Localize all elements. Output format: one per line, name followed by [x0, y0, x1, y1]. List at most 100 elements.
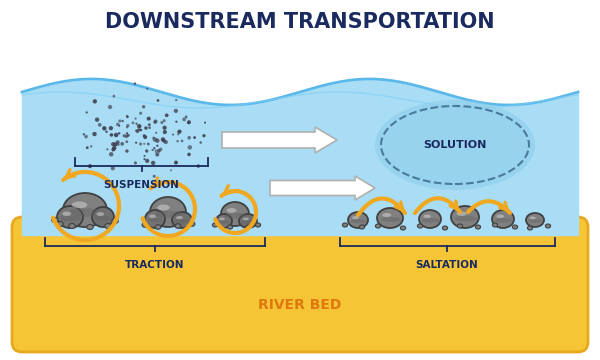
- Ellipse shape: [102, 126, 106, 131]
- Ellipse shape: [106, 148, 109, 150]
- Ellipse shape: [92, 99, 97, 104]
- Ellipse shape: [382, 213, 391, 217]
- Ellipse shape: [139, 112, 142, 115]
- Ellipse shape: [125, 135, 128, 138]
- Ellipse shape: [176, 216, 183, 219]
- Ellipse shape: [152, 137, 155, 139]
- Ellipse shape: [148, 123, 151, 126]
- Ellipse shape: [178, 130, 182, 134]
- Ellipse shape: [212, 223, 218, 227]
- Ellipse shape: [170, 169, 172, 171]
- Ellipse shape: [63, 193, 107, 227]
- Ellipse shape: [143, 155, 146, 157]
- Ellipse shape: [242, 217, 249, 220]
- Ellipse shape: [163, 126, 167, 130]
- Ellipse shape: [202, 134, 206, 137]
- Ellipse shape: [152, 175, 156, 178]
- Ellipse shape: [155, 151, 157, 153]
- Ellipse shape: [134, 161, 137, 165]
- Ellipse shape: [57, 221, 63, 226]
- Ellipse shape: [146, 88, 148, 90]
- Ellipse shape: [148, 126, 151, 129]
- Ellipse shape: [125, 140, 128, 143]
- Ellipse shape: [175, 219, 191, 223]
- Ellipse shape: [118, 120, 121, 122]
- Ellipse shape: [112, 146, 116, 150]
- Ellipse shape: [475, 225, 481, 229]
- Ellipse shape: [134, 82, 136, 85]
- Text: SUSPENSION: SUSPENSION: [103, 180, 179, 190]
- Ellipse shape: [175, 161, 178, 164]
- Ellipse shape: [227, 225, 233, 229]
- Ellipse shape: [216, 214, 232, 228]
- Ellipse shape: [530, 216, 536, 219]
- Ellipse shape: [111, 142, 115, 146]
- Ellipse shape: [90, 145, 92, 148]
- Ellipse shape: [442, 226, 448, 230]
- Ellipse shape: [143, 158, 146, 160]
- Ellipse shape: [97, 212, 104, 216]
- Ellipse shape: [148, 218, 163, 222]
- Ellipse shape: [350, 219, 367, 223]
- Ellipse shape: [348, 212, 368, 228]
- Ellipse shape: [108, 105, 112, 109]
- Ellipse shape: [454, 216, 477, 221]
- Ellipse shape: [154, 121, 156, 124]
- Ellipse shape: [512, 225, 518, 229]
- FancyArrow shape: [270, 176, 375, 200]
- Ellipse shape: [187, 120, 191, 124]
- Ellipse shape: [182, 117, 186, 121]
- Ellipse shape: [177, 133, 179, 135]
- Ellipse shape: [72, 202, 87, 208]
- FancyArrow shape: [222, 127, 337, 153]
- Ellipse shape: [418, 224, 422, 228]
- Ellipse shape: [527, 226, 533, 230]
- Ellipse shape: [68, 208, 104, 217]
- Ellipse shape: [187, 136, 191, 140]
- Ellipse shape: [189, 222, 195, 226]
- Ellipse shape: [154, 120, 158, 123]
- Ellipse shape: [126, 115, 128, 117]
- Ellipse shape: [239, 214, 257, 228]
- Ellipse shape: [137, 124, 142, 129]
- Ellipse shape: [380, 217, 401, 222]
- Ellipse shape: [172, 212, 192, 228]
- Ellipse shape: [175, 121, 178, 123]
- Ellipse shape: [145, 159, 149, 163]
- Ellipse shape: [144, 126, 148, 130]
- Ellipse shape: [109, 152, 113, 157]
- Ellipse shape: [175, 224, 181, 228]
- Ellipse shape: [155, 132, 157, 134]
- Ellipse shape: [155, 225, 161, 229]
- FancyBboxPatch shape: [22, 15, 578, 235]
- Ellipse shape: [221, 202, 249, 226]
- Ellipse shape: [161, 137, 165, 142]
- Ellipse shape: [174, 161, 178, 165]
- Ellipse shape: [359, 225, 365, 229]
- Ellipse shape: [109, 126, 113, 130]
- Ellipse shape: [352, 216, 359, 219]
- Ellipse shape: [126, 126, 128, 129]
- Ellipse shape: [118, 125, 120, 127]
- Ellipse shape: [98, 123, 101, 127]
- Ellipse shape: [121, 120, 124, 122]
- Ellipse shape: [495, 218, 512, 222]
- Ellipse shape: [131, 121, 134, 124]
- Ellipse shape: [163, 119, 166, 122]
- Ellipse shape: [492, 210, 514, 228]
- Ellipse shape: [496, 215, 504, 218]
- Ellipse shape: [159, 148, 163, 151]
- Ellipse shape: [95, 216, 112, 221]
- Ellipse shape: [121, 142, 124, 146]
- Ellipse shape: [62, 212, 71, 216]
- Ellipse shape: [112, 147, 115, 151]
- Text: RIVER BED: RIVER BED: [259, 298, 341, 312]
- Ellipse shape: [545, 224, 551, 228]
- Ellipse shape: [152, 149, 154, 151]
- Ellipse shape: [140, 129, 142, 131]
- Ellipse shape: [181, 140, 184, 142]
- Ellipse shape: [163, 130, 167, 134]
- Text: TRACTION: TRACTION: [125, 260, 185, 270]
- Ellipse shape: [116, 123, 119, 126]
- Ellipse shape: [134, 117, 137, 120]
